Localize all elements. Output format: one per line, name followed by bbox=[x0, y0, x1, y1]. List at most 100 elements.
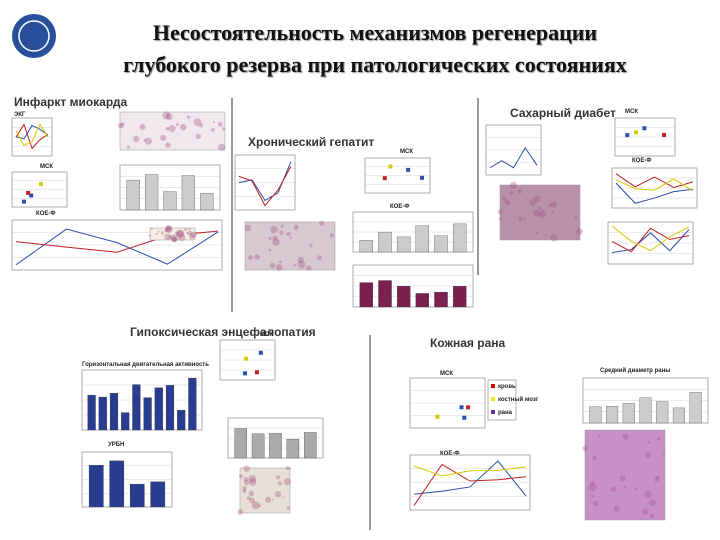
photo-spot bbox=[160, 231, 164, 234]
mini-dot bbox=[435, 414, 440, 419]
mini-bar bbox=[181, 175, 195, 211]
mini-dot bbox=[29, 193, 34, 198]
photo-spot bbox=[165, 224, 172, 232]
label: МСК bbox=[260, 332, 273, 338]
photo-spot bbox=[243, 489, 246, 492]
mini-bar bbox=[378, 280, 392, 308]
label: МСК bbox=[400, 149, 413, 155]
photo-spot bbox=[286, 231, 291, 237]
mini-dot bbox=[459, 405, 464, 410]
mini-dot bbox=[625, 133, 630, 138]
panel-title: Инфаркт миокарда bbox=[14, 95, 128, 109]
mini-dot bbox=[420, 175, 425, 180]
photo-spot bbox=[187, 230, 193, 236]
mini-bar bbox=[359, 240, 374, 253]
photo-spot bbox=[162, 111, 171, 120]
mini-bar bbox=[689, 392, 702, 424]
mini-line bbox=[611, 227, 690, 253]
mini-line bbox=[615, 178, 694, 192]
photo-spot bbox=[644, 490, 652, 498]
photo-spot bbox=[243, 476, 249, 482]
photo-spot bbox=[588, 483, 597, 492]
mini-dot bbox=[662, 132, 667, 137]
photo-spot bbox=[272, 235, 278, 241]
photo-spot bbox=[248, 478, 257, 486]
photo-spot bbox=[176, 230, 184, 238]
photo-spot bbox=[644, 452, 651, 459]
photo-spot bbox=[243, 465, 250, 472]
photo-spot bbox=[279, 230, 284, 235]
mini-bar bbox=[378, 231, 392, 253]
mini-bar bbox=[165, 385, 175, 431]
photo-spot bbox=[613, 505, 620, 512]
mini-bar bbox=[126, 179, 140, 211]
mini-bar bbox=[87, 394, 96, 431]
photo-spot bbox=[268, 248, 272, 252]
photo-spot bbox=[574, 216, 578, 220]
photo-spot bbox=[160, 134, 167, 141]
photo-spot bbox=[165, 225, 173, 234]
mini-bar bbox=[396, 285, 411, 308]
photo-spot bbox=[195, 133, 202, 139]
mini-bar bbox=[415, 293, 430, 308]
photo-spot bbox=[254, 253, 260, 260]
mini-bar bbox=[154, 387, 163, 431]
photo-spot bbox=[538, 210, 547, 218]
mini-bar bbox=[145, 174, 159, 211]
photo bbox=[499, 184, 581, 241]
photo-spot bbox=[279, 260, 283, 264]
photo-spot bbox=[647, 440, 651, 444]
photo-spot bbox=[533, 195, 541, 203]
legend-label: костный мозг bbox=[498, 396, 539, 403]
photo-spot bbox=[242, 485, 247, 491]
photo-spot bbox=[623, 434, 629, 440]
legend-swatch bbox=[491, 384, 495, 388]
photo-spot bbox=[265, 496, 272, 503]
photo-spot bbox=[286, 506, 291, 510]
photo-spot bbox=[623, 485, 627, 489]
photo-spot bbox=[285, 466, 290, 471]
mini-line bbox=[413, 463, 527, 506]
photo bbox=[584, 429, 666, 521]
photo-spot bbox=[550, 201, 557, 208]
mini-bar bbox=[415, 225, 430, 253]
photo-spot bbox=[289, 236, 292, 239]
photo-spot bbox=[248, 474, 257, 483]
photo-spot bbox=[518, 216, 523, 222]
mini-dot bbox=[466, 405, 471, 410]
photo-spot bbox=[176, 229, 185, 238]
mini-bar bbox=[234, 428, 247, 459]
label: МСК bbox=[625, 109, 638, 115]
photo-spot bbox=[148, 234, 152, 237]
photo-spot bbox=[171, 236, 178, 243]
label: КОЕ-Ф bbox=[440, 451, 459, 457]
mini-bar bbox=[188, 377, 197, 431]
mini-bar bbox=[639, 397, 652, 424]
photo-spot bbox=[610, 486, 617, 492]
photo-spot bbox=[248, 490, 255, 497]
photo-spot bbox=[497, 209, 503, 215]
photo-spot bbox=[553, 222, 556, 225]
label: Средний диаметр раны bbox=[600, 367, 670, 374]
mini-bar bbox=[452, 286, 467, 308]
photo-spot bbox=[218, 143, 226, 151]
photo-spot bbox=[184, 228, 188, 232]
mini-bar bbox=[129, 483, 145, 508]
photo-spot bbox=[268, 236, 272, 241]
photo-spot bbox=[650, 513, 655, 519]
mini-line bbox=[611, 229, 690, 254]
mini-bar bbox=[434, 291, 448, 308]
photo-spot bbox=[640, 517, 643, 520]
mini-bar bbox=[109, 460, 125, 508]
photo-spot bbox=[274, 490, 282, 498]
photo-spot bbox=[165, 226, 171, 232]
photo-spot bbox=[305, 265, 312, 271]
photo-spot bbox=[120, 122, 125, 127]
photo-spot bbox=[244, 224, 252, 232]
mini-bar bbox=[200, 193, 214, 211]
photo-spot bbox=[171, 236, 177, 242]
photo-spot bbox=[591, 494, 595, 498]
mini-bar bbox=[109, 393, 119, 431]
photo-spot bbox=[242, 489, 247, 494]
photo-spot bbox=[316, 255, 322, 261]
